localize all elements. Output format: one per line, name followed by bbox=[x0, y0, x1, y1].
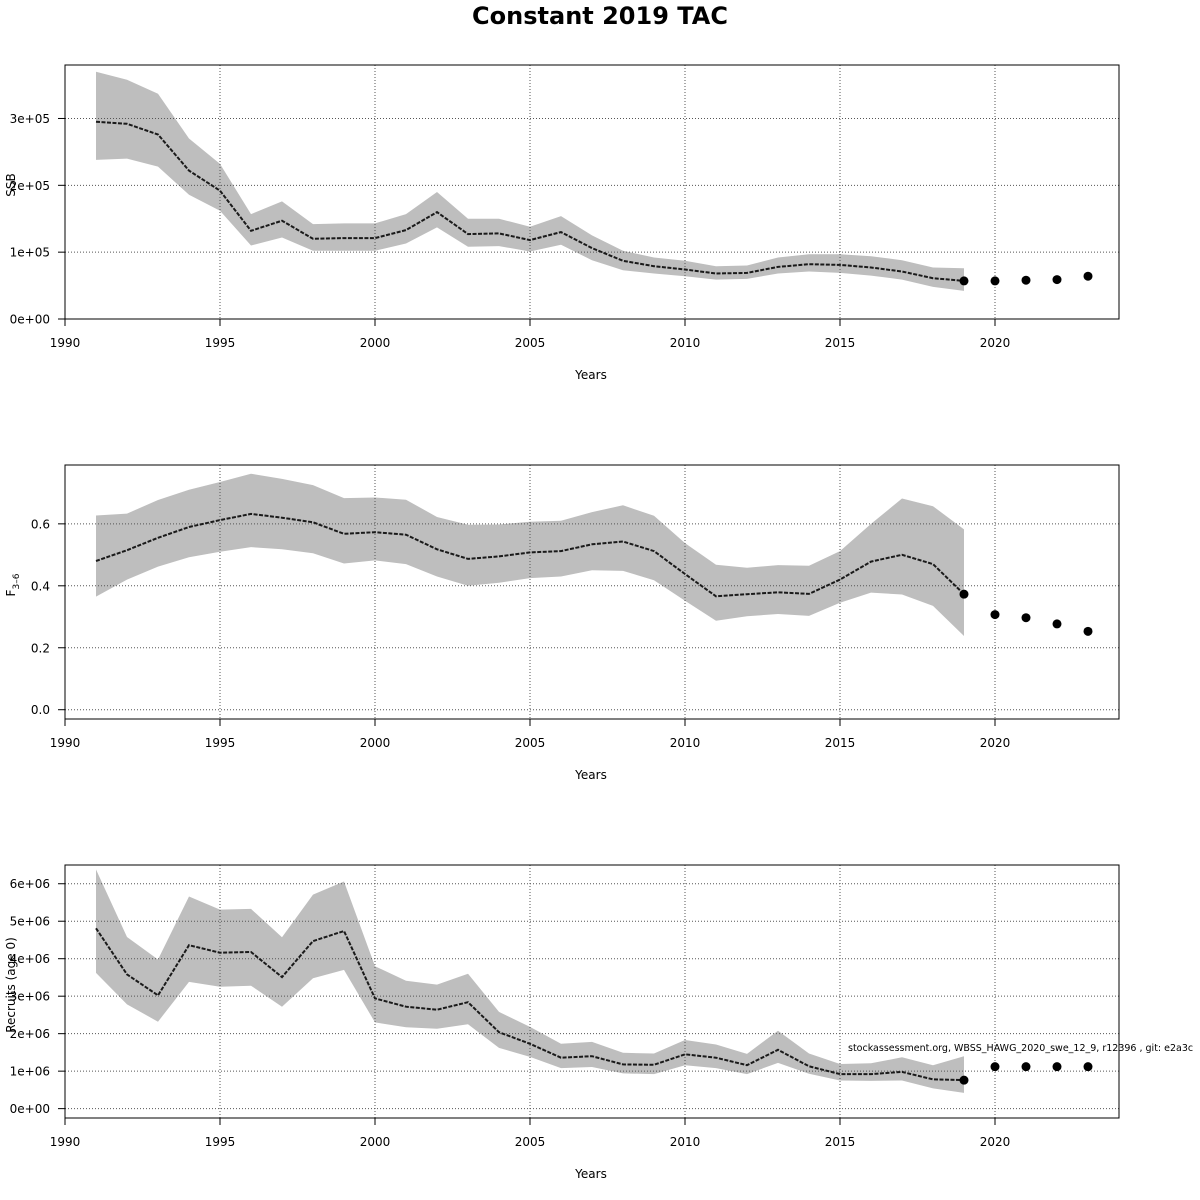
x-tick-label: 2020 bbox=[980, 736, 1011, 750]
x-tick-label: 1990 bbox=[50, 1135, 81, 1149]
y-tick-label: 0.6 bbox=[31, 517, 50, 531]
forecast-point-2022 bbox=[1052, 619, 1062, 629]
y-tick-label: 0.4 bbox=[31, 579, 50, 593]
forecast-point-2023 bbox=[1083, 626, 1093, 636]
x-tick-label: 2010 bbox=[670, 1135, 701, 1149]
confidence-band bbox=[96, 71, 964, 291]
plot-frame bbox=[64, 64, 1120, 320]
y-tick-label: 4e+06 bbox=[10, 952, 50, 966]
forecast-point-2019 bbox=[959, 1075, 969, 1085]
y-tick-label: 5e+06 bbox=[10, 915, 50, 929]
x-axis-title: Years bbox=[574, 1167, 607, 1181]
estimate-line bbox=[95, 120, 965, 282]
forecast-point-2023 bbox=[1083, 271, 1093, 281]
x-tick-label: 2010 bbox=[670, 736, 701, 750]
y-axis-title: F3–6 bbox=[4, 573, 22, 596]
forecast-point-2022 bbox=[1052, 275, 1062, 285]
y-tick-label: 0.2 bbox=[31, 641, 50, 655]
y-tick-label: 3e+06 bbox=[10, 990, 50, 1004]
x-tick-label: 2015 bbox=[825, 1135, 856, 1149]
y-tick-label: 2e+05 bbox=[10, 179, 50, 193]
y-tick-label: 0.0 bbox=[31, 703, 50, 717]
estimate-line bbox=[95, 512, 965, 598]
confidence-band bbox=[96, 473, 964, 636]
y-tick-label: 0e+00 bbox=[10, 1102, 50, 1116]
x-tick-label: 1995 bbox=[205, 336, 236, 350]
credit-text: stockassessment.org, WBSS_HAWG_2020_swe_… bbox=[848, 1043, 1193, 1054]
x-tick-label: 1995 bbox=[205, 1135, 236, 1149]
plot-frame bbox=[64, 464, 1120, 720]
x-tick-label: 2005 bbox=[515, 1135, 546, 1149]
forecast-point-2020 bbox=[990, 276, 1000, 286]
chart-panel-1: 1990 1995 2000 2005 2010 2015 2020 0e+00 1e+05 2e… bbox=[4, 64, 1120, 382]
forecast-point-2023 bbox=[1083, 1062, 1093, 1072]
x-axis-title: Years bbox=[574, 768, 607, 782]
chart-panel-3: 1990 1995 2000 2005 2010 2015 2020 0e+00 1e+06 2e… bbox=[4, 864, 1120, 1181]
forecast-point-2020 bbox=[990, 1062, 1000, 1072]
confidence-band bbox=[96, 869, 964, 1093]
forecast-point-2021 bbox=[1021, 1062, 1031, 1072]
y-tick-label: 6e+06 bbox=[10, 877, 50, 891]
main-title: Constant 2019 TAC bbox=[472, 2, 728, 30]
x-axis-title: Years bbox=[574, 368, 607, 382]
x-tick-label: 2000 bbox=[360, 1135, 391, 1149]
y-tick-label: 1e+06 bbox=[10, 1065, 50, 1079]
forecast-point-2019 bbox=[959, 276, 969, 286]
y-tick-label: 2e+06 bbox=[10, 1027, 50, 1041]
x-tick-label: 1990 bbox=[50, 336, 81, 350]
x-tick-label: 2000 bbox=[360, 736, 391, 750]
x-tick-label: 1995 bbox=[205, 736, 236, 750]
y-tick-label: 0e+00 bbox=[10, 313, 50, 327]
x-tick-label: 2005 bbox=[515, 736, 546, 750]
chart-panel-2: 1990 1995 2000 2005 2010 2015 2020 0.0 0.2 0.4 0.6… bbox=[4, 464, 1120, 782]
y-axis-title: SSB bbox=[4, 173, 18, 196]
plot-frame bbox=[64, 864, 1120, 1119]
y-tick-label: 1e+05 bbox=[10, 246, 50, 260]
x-tick-label: 1990 bbox=[50, 736, 81, 750]
x-tick-label: 2000 bbox=[360, 336, 391, 350]
x-tick-label: 2020 bbox=[980, 1135, 1011, 1149]
estimate-line bbox=[95, 927, 965, 1082]
forecast-point-2020 bbox=[990, 610, 1000, 620]
x-tick-label: 2005 bbox=[515, 336, 546, 350]
x-tick-label: 2015 bbox=[825, 736, 856, 750]
forecast-point-2021 bbox=[1021, 275, 1031, 285]
forecast-point-2022 bbox=[1052, 1062, 1062, 1072]
forecast-point-2019 bbox=[959, 589, 969, 599]
y-axis-title: Recruits (age 0) bbox=[4, 937, 18, 1033]
x-tick-label: 2020 bbox=[980, 336, 1011, 350]
y-tick-label: 3e+05 bbox=[10, 112, 50, 126]
x-tick-label: 2015 bbox=[825, 336, 856, 350]
forecast-point-2021 bbox=[1021, 613, 1031, 623]
x-tick-label: 2010 bbox=[670, 336, 701, 350]
